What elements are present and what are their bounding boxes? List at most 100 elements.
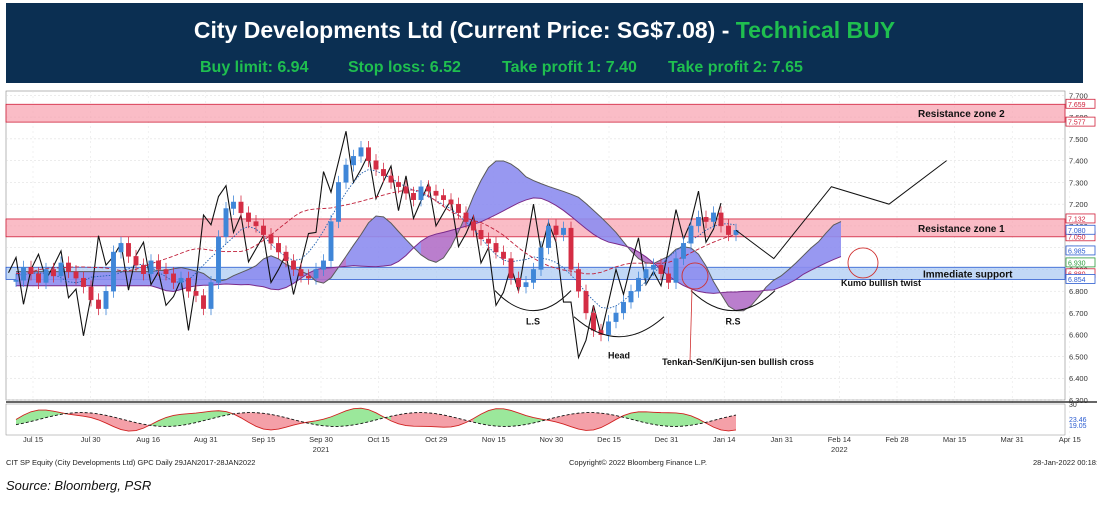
x-tick-label: Jul 15 [23, 435, 43, 444]
oscillator-fill [113, 417, 121, 430]
candle-body [313, 269, 319, 279]
twist-label: Kumo bullish twist [841, 278, 921, 288]
oscillator-fill [286, 417, 294, 428]
candle-body [628, 290, 634, 303]
y-tick-label: 7.500 [1069, 135, 1088, 144]
candle-body [636, 277, 642, 292]
y-tick-label: 7.200 [1069, 200, 1088, 209]
oscillator-fill [428, 412, 436, 427]
candle-body [238, 201, 244, 214]
oscillator-fill [188, 413, 196, 425]
y-tick-label: 6.400 [1069, 374, 1088, 383]
kumo-segment [226, 275, 234, 285]
oscillator-fill [631, 411, 639, 422]
oscillator-fill [196, 412, 204, 423]
cross-label: Tenkan-Sen/Kijun-sen bullish cross [662, 357, 814, 367]
price-label: 7.659 [1068, 102, 1086, 109]
price-label-box [1065, 116, 1096, 127]
price-label: 6.854 [1068, 277, 1086, 284]
y-tick-label: 6.700 [1069, 309, 1088, 318]
kumo-segment [766, 280, 774, 291]
kumo-segment [571, 194, 579, 223]
price-label-box [1065, 274, 1096, 284]
candle-body [140, 264, 146, 274]
oscillator-fill [503, 408, 511, 427]
candle-body [328, 221, 334, 261]
x-tick-label: Dec 31 [655, 435, 679, 444]
candle-body [58, 262, 64, 277]
page-title: City Developments Ltd (Current Price: SG… [6, 17, 1083, 44]
candle-body [291, 260, 297, 270]
oscillator-fill [128, 420, 136, 432]
y-tick-label: 7.400 [1069, 157, 1088, 166]
oscillator-fill [586, 412, 594, 431]
x-tick-label: Jul 30 [81, 435, 101, 444]
candle-body [261, 225, 267, 235]
kumo-segment [263, 255, 271, 290]
oscillator-fill [91, 413, 99, 420]
kumo-segment [413, 241, 421, 255]
candle-body [508, 258, 514, 279]
oscillator-fill [361, 408, 369, 424]
kumo-segment [173, 267, 181, 292]
oscillator-fill [556, 415, 564, 425]
kumo-segment [376, 215, 384, 267]
candle-body [200, 295, 206, 309]
kumo-segment [323, 267, 331, 284]
oscillator-fill [98, 413, 106, 424]
oscillator-fill [563, 414, 571, 427]
oscillator-fill [346, 408, 354, 426]
kumo-segment [353, 234, 361, 267]
candle-body [73, 271, 79, 279]
kumo-segment [691, 247, 699, 292]
kumo-segment [743, 291, 751, 311]
candle-body [433, 190, 439, 196]
zone-label: Immediate support [923, 269, 1013, 280]
x-tick-label: Feb 28 [885, 435, 908, 444]
candle-body [88, 286, 94, 301]
kumo-segment [593, 210, 601, 239]
candle-body [396, 182, 402, 187]
x-tick-label: Sep 15 [252, 435, 276, 444]
kumo-segment [421, 236, 429, 260]
oscillator-fill [526, 415, 534, 425]
candle-body [28, 267, 34, 274]
oscillator-fill [676, 412, 684, 427]
candle-body [418, 186, 424, 201]
axis-layer: 7.7007.6007.5007.4007.3007.2007.1007.000… [23, 91, 1096, 454]
oscillator-fill [353, 408, 361, 425]
oscillator-fill [713, 418, 721, 430]
oscillator-fill [173, 414, 181, 427]
oscillator-fill [413, 412, 421, 427]
candle-body [343, 164, 349, 183]
price-label-box [1065, 213, 1096, 224]
kumo-segment [436, 232, 444, 263]
stop-loss: Stop loss: 6.52 [348, 59, 461, 76]
oscillator-slow-line [15, 412, 737, 427]
candle-body [546, 225, 552, 248]
candle-body [283, 251, 289, 261]
kumo-segment [503, 160, 511, 211]
candle-body [21, 267, 27, 281]
oscillator-fill [571, 413, 579, 430]
cross-pointer [689, 289, 693, 361]
candle-body [185, 277, 191, 292]
price-label-box [1065, 224, 1096, 235]
candle-body [36, 273, 42, 283]
hs-label: L.S [526, 317, 540, 327]
kumo-segment [826, 224, 834, 263]
candle-body [13, 280, 19, 282]
price-label: 6.985 [1068, 248, 1086, 255]
candle-body [531, 269, 537, 283]
oscillator-fill [646, 411, 654, 425]
oscillator-fill [166, 415, 174, 427]
oscillator-fill [121, 418, 129, 432]
candle-body [606, 321, 612, 335]
oscillator-fast-line [15, 407, 737, 432]
kumo-segment [631, 247, 639, 259]
kumo-segment [541, 183, 549, 202]
kumo-segment [833, 221, 841, 260]
candle-body [621, 301, 627, 314]
kumo-segment [728, 291, 736, 311]
candle-body [298, 269, 304, 277]
